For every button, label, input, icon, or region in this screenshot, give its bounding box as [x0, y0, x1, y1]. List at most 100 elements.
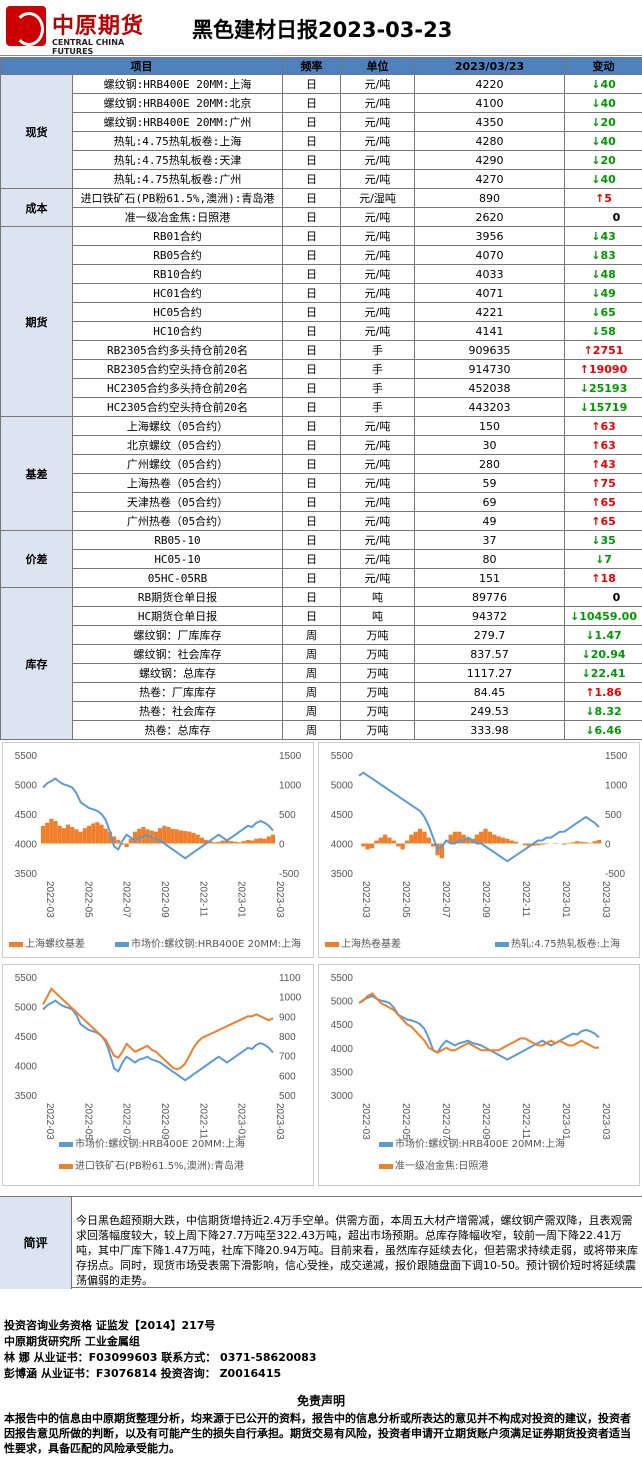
- basis-bar: [141, 826, 146, 844]
- freq-cell: 周: [282, 644, 341, 664]
- y-right-tick-label: -500: [605, 869, 625, 880]
- y-left-tick-label: 5500: [15, 751, 38, 762]
- basis-bar: [70, 826, 75, 844]
- change-value: 65: [600, 495, 616, 509]
- contact-line-2: 中原期货研究所 工业金属组: [4, 1335, 140, 1348]
- category-cell: 期货: [0, 226, 73, 417]
- unit-cell: 手: [340, 378, 415, 398]
- basis-bar: [162, 825, 167, 844]
- item-cell: HC05-10: [72, 549, 283, 569]
- x-tick-label: 2023-01: [560, 881, 571, 918]
- change-cell: ↓83: [564, 245, 642, 265]
- y-right-tick-label: 1000: [279, 781, 302, 792]
- disclaimer-text: 本报告中的信息由中原期货整理分析，均来源于已公开的资料，报告中的信息分析或所表达…: [4, 1412, 631, 1455]
- unit-cell: 元/吨: [340, 245, 415, 265]
- series-line: [42, 999, 274, 1082]
- y-right-tick-label: 500: [279, 810, 296, 821]
- x-tick-label: 2022-03: [44, 1103, 55, 1140]
- freq-cell: 日: [282, 587, 341, 607]
- series-line: [358, 992, 599, 1054]
- change-cell: ↓40: [564, 131, 642, 151]
- basis-bar: [378, 837, 383, 844]
- basis-bar: [199, 837, 204, 844]
- table-row: 广州热卷（05合约）日元/吨 49 ↑65: [1, 511, 642, 531]
- basis-bar: [116, 839, 121, 844]
- change-value: 22.41: [590, 666, 626, 680]
- change-cell: ↑1.86: [564, 682, 642, 702]
- change-value: 0: [612, 210, 621, 224]
- unit-cell: 元/吨: [340, 302, 415, 322]
- unit-cell: 元/吨: [340, 321, 415, 341]
- logo-mark-icon: [6, 6, 46, 46]
- table-row: 螺纹钢:HRB400E 20MM:北京日元/吨 4100 ↓40: [1, 93, 642, 113]
- arrow-down-icon: ↓: [570, 609, 580, 623]
- value-cell: 94372: [414, 606, 565, 626]
- value-cell: 49: [414, 511, 565, 531]
- chart-svg: -500 0 500 1000 1500 2022-03 2022-05 2022-07 202…: [331, 751, 628, 918]
- report-title: 黑色建材日报2023-03-23: [192, 18, 453, 42]
- legend-label: 市场价:螺纹钢:HRB400E 20MM:上海: [395, 1139, 565, 1150]
- item-cell: 热轧:4.75热轧板卷:天津: [72, 150, 283, 170]
- freq-cell: 日: [282, 435, 341, 455]
- unit-cell: 万吨: [340, 663, 415, 683]
- arrow-down-icon: ↓: [591, 248, 601, 262]
- basis-bar: [465, 837, 471, 844]
- basis-bar: [220, 840, 225, 844]
- y-left-tick-label: 3500: [15, 1091, 38, 1102]
- change-value: 49: [600, 286, 616, 300]
- item-cell: 上海热卷（05合约）: [72, 473, 283, 493]
- report-header: 中原期货 CENTRAL CHINA FUTURES 黑色建材日报2023-03…: [0, 0, 642, 56]
- legend-entry: 准一级冶金焦:日照港: [379, 1157, 488, 1172]
- item-cell: RB10合约: [72, 264, 283, 284]
- value-cell: 4071: [414, 283, 565, 303]
- change-cell: ↓40: [564, 169, 642, 189]
- freq-cell: 日: [282, 131, 341, 151]
- freq-cell: 日: [282, 397, 341, 417]
- basis-bar: [91, 823, 96, 844]
- freq-cell: 日: [282, 188, 341, 208]
- contact-line-4: 彭博涵 从业证书：F3076814 投资咨询： Z0016415: [4, 1367, 282, 1380]
- basis-bar: [103, 828, 108, 844]
- basis-bar: [422, 831, 427, 844]
- unit-cell: 元/吨: [340, 264, 415, 284]
- table-row: 热卷：社会库存周万吨 249.53 ↓8.32: [1, 701, 642, 721]
- basis-bar: [535, 843, 541, 846]
- freq-cell: 日: [282, 492, 341, 512]
- basis-bar: [132, 831, 138, 844]
- table-row: 准一级冶金焦:日照港日元/吨 2620 0: [1, 207, 642, 227]
- item-cell: HC01合约: [72, 283, 283, 303]
- change-cell: ↓6.46: [564, 720, 642, 740]
- change-value: 7: [604, 552, 612, 566]
- x-tick-label: 2022-11: [197, 1103, 208, 1139]
- basis-bar: [487, 831, 493, 844]
- change-cell: ↓43: [564, 226, 642, 246]
- freq-cell: 日: [282, 606, 341, 626]
- change-cell: ↑2751: [564, 340, 642, 360]
- basis-bar: [483, 828, 488, 844]
- legend-entry: 市场价:螺纹钢:HRB400E 20MM:上海: [379, 1135, 565, 1150]
- basis-bar: [45, 822, 50, 844]
- freq-cell: 日: [282, 416, 341, 436]
- table-row: 成本 进口铁矿石(PB粉61.5%,澳洲):青岛港日元/湿吨 890 ↑5: [0, 188, 642, 227]
- arrow-down-icon: ↓: [591, 229, 601, 243]
- basis-bar: [57, 825, 62, 844]
- header-change: 变动: [564, 57, 642, 75]
- basis-bar: [195, 834, 200, 844]
- y-right-tick-label: 1000: [605, 781, 628, 792]
- change-value: 63: [600, 419, 616, 433]
- table-row: RB2305合约空头持仓前20名日手 914730 ↑19090: [1, 359, 642, 379]
- change-cell: ↑18: [564, 568, 642, 588]
- legend-label: 热轧:4.75热轧板卷:上海: [511, 939, 621, 950]
- arrow-down-icon: ↓: [579, 381, 589, 395]
- basis-bar: [413, 831, 418, 844]
- basis-bar: [588, 842, 593, 844]
- freq-cell: 日: [282, 112, 341, 132]
- value-cell: 80: [414, 549, 565, 569]
- unit-cell: 元/湿吨: [340, 188, 415, 208]
- table-row: 热轧:4.75热轧板卷:上海日元/吨 4280 ↓40: [1, 131, 642, 151]
- table-row: 热卷：厂库库存周万吨 84.45 ↑1.86: [1, 682, 642, 702]
- change-cell: ↓22.41: [564, 663, 642, 683]
- table-row: RB05合约日元/吨 4070 ↓83: [1, 245, 642, 265]
- basis-bar: [124, 843, 129, 848]
- freq-cell: 周: [282, 625, 341, 645]
